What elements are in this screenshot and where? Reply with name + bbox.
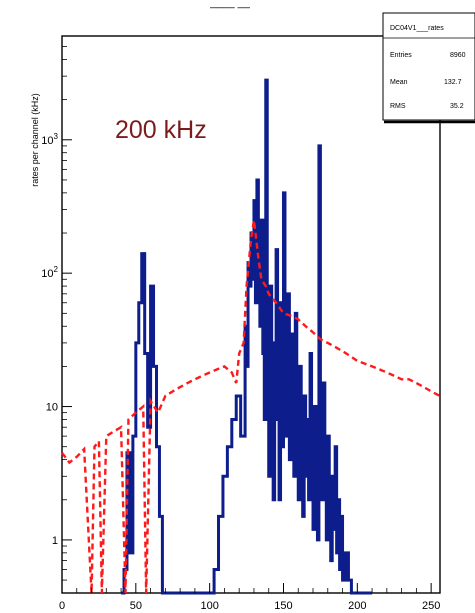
stats-mean-label: Mean <box>390 79 408 86</box>
stats-box-title: DC04V1___rates <box>390 25 444 32</box>
y-tick-base: 10 <box>41 135 53 147</box>
stats-rms-label: RMS <box>390 103 406 110</box>
y-tick-label: 10 <box>46 402 58 414</box>
y-tick-label: 103 <box>41 132 58 147</box>
stats-mean-value: 132.7 <box>444 79 462 86</box>
x-tick-label: 100 <box>200 600 218 612</box>
y-tick-exponent: 2 <box>54 265 59 274</box>
y-tick-label: 1 <box>52 535 58 547</box>
y-tick-exponent: 3 <box>54 132 59 141</box>
x-tick-label: 250 <box>422 600 440 612</box>
plot-frame <box>61 35 441 594</box>
y-axis-title: rates per channel (kHz) <box>30 93 40 187</box>
series-0-line <box>121 78 373 595</box>
series-layer <box>61 78 441 595</box>
stats-entries-value: 8960 <box>450 52 466 59</box>
y-tick-base: 10 <box>41 268 53 280</box>
chart-title-fragment: ____ __ <box>209 0 251 9</box>
stats-box-frame <box>382 12 475 121</box>
y-tick-base: 1 <box>52 535 58 547</box>
series-1-line <box>61 219 441 594</box>
y-tick-base: 10 <box>46 402 58 414</box>
y-tick-label: 102 <box>41 265 58 280</box>
x-tick-label: 150 <box>274 600 292 612</box>
x-tick-label: 0 <box>59 600 65 612</box>
rate-annotation: 200 kHz <box>115 116 207 144</box>
stats-entries-label: Entries <box>390 52 412 59</box>
x-tick-label: 200 <box>348 600 366 612</box>
stats-rms-value: 35.2 <box>450 103 464 110</box>
x-tick-label: 50 <box>130 600 142 612</box>
stats-box: DC04V1___rates Entries 8960 Mean 132.7 R… <box>382 12 475 124</box>
